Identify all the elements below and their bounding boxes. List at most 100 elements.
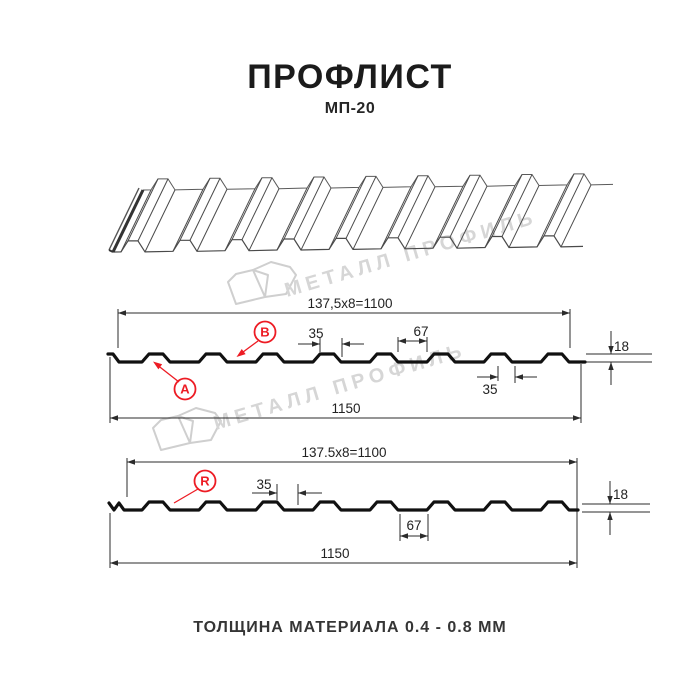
arrowhead xyxy=(607,512,613,520)
sheet-rib-edge xyxy=(144,189,176,253)
arrowhead xyxy=(236,349,246,357)
arrowhead xyxy=(569,560,577,566)
arrowhead xyxy=(110,560,118,566)
sheet-rib-edge xyxy=(352,187,384,250)
height-dim-label: 18 xyxy=(613,487,628,502)
sheet-rib-edge xyxy=(449,174,481,238)
arrowhead xyxy=(312,341,320,347)
sheet-rib-edge xyxy=(387,175,419,239)
sheet-rib-edge xyxy=(283,176,315,240)
arrowhead xyxy=(607,496,613,504)
sheet-rib-edge xyxy=(335,176,367,239)
width-dim-label: 1150 xyxy=(320,546,349,561)
watermark-top: МЕТАЛЛ ПРОФИЛЬ xyxy=(227,206,540,305)
dimension-lines xyxy=(109,309,652,423)
metall-profil-logo xyxy=(227,269,269,305)
callout-circle xyxy=(193,469,217,493)
sheet-back-edge xyxy=(142,173,614,191)
profile-section-1: 137,5x8=1100 1150 35 67 18 35 A B xyxy=(106,296,652,423)
sheet-rib-edge xyxy=(536,184,568,248)
sheet-rib-edge xyxy=(189,178,221,241)
profile-outline xyxy=(106,352,587,364)
width-dim-label: 1150 xyxy=(331,401,360,416)
sheet-left-edge xyxy=(108,249,114,253)
sheet-rib-edge xyxy=(224,188,256,251)
rib-bottom-dim-label: 35 xyxy=(482,382,497,397)
sheet-rib-edge xyxy=(491,174,523,237)
arrowhead xyxy=(342,341,350,347)
arrowhead xyxy=(569,459,577,465)
sheet-rib-edge xyxy=(179,178,211,241)
sheet-left-edge xyxy=(111,189,145,253)
callout-letter: A xyxy=(180,382,190,397)
sheet-rib-edge xyxy=(241,177,273,240)
arrowhead xyxy=(118,310,126,316)
profile-section-2: 137.5x8=1100 1150 35 67 18 R xyxy=(107,445,650,568)
arrowhead xyxy=(110,415,118,421)
sheet-rib-edge xyxy=(501,174,533,237)
callout-circle xyxy=(173,377,197,401)
sheet-rib-edge xyxy=(484,185,516,248)
sheet-rib-edge xyxy=(248,188,280,251)
sheet-rib-edge xyxy=(137,178,169,242)
arrowhead xyxy=(269,490,277,496)
length-dim-label: 137,5x8=1100 xyxy=(308,296,393,311)
watermark-middle: МЕТАЛЛ ПРОФИЛЬ xyxy=(152,339,469,451)
sheet-3d-view xyxy=(108,173,614,253)
sheet-rib-edge xyxy=(120,189,152,253)
arrowhead xyxy=(127,459,135,465)
arrowhead xyxy=(153,361,163,370)
sheet-rib-edge xyxy=(172,189,204,252)
callout-a: A xyxy=(153,361,197,401)
arrowhead xyxy=(298,490,306,496)
metall-profil-logo xyxy=(152,415,194,451)
arrowhead xyxy=(515,374,523,380)
pan-dim-label: 67 xyxy=(413,324,428,339)
arrowhead xyxy=(608,346,614,354)
page-title: ПРОФЛИСТ xyxy=(247,58,453,96)
rib-top-dim-label: 35 xyxy=(256,477,271,492)
callout-b: B xyxy=(236,320,277,357)
arrowhead xyxy=(490,374,498,380)
sheet-rib-edge xyxy=(328,187,360,250)
sheet-rib-edge xyxy=(127,178,159,242)
sheet-front-edge xyxy=(112,235,584,253)
callout-circle xyxy=(253,320,277,344)
sheet-rib-edge xyxy=(380,186,412,250)
sheet-left-edge xyxy=(108,187,140,251)
arrowhead xyxy=(573,415,581,421)
sheet-rib-edge xyxy=(432,185,464,249)
arrowhead xyxy=(420,533,428,539)
arrowhead xyxy=(400,533,408,539)
arrowhead xyxy=(419,338,427,344)
watermark-text: МЕТАЛЛ ПРОФИЛЬ xyxy=(211,339,469,435)
height-dim-label: 18 xyxy=(614,339,629,354)
metall-profil-logo xyxy=(252,261,297,298)
sheet-rib-edge xyxy=(276,187,308,251)
sheet-rib-edge xyxy=(345,176,377,239)
sheet-rib-edge xyxy=(397,175,429,239)
sheet-rib-edge xyxy=(543,173,575,237)
sheet-rib-edge xyxy=(553,173,585,237)
sheet-rib-edge xyxy=(293,176,325,240)
callout-letter: B xyxy=(260,325,269,340)
sheet-rib-edge xyxy=(196,189,228,252)
callout-letter: R xyxy=(200,474,210,489)
sheet-rib-edge xyxy=(300,187,332,251)
arrowhead xyxy=(398,338,406,344)
sheet-rib-edge xyxy=(404,186,436,250)
rib-top-dim-label: 35 xyxy=(308,326,323,341)
sheet-rib-edge xyxy=(231,177,263,240)
watermark-text: МЕТАЛЛ ПРОФИЛЬ xyxy=(282,206,540,302)
arrowhead xyxy=(562,310,570,316)
material-thickness-note: ТОЛЩИНА МАТЕРИАЛА 0.4 - 0.8 ММ xyxy=(193,619,507,636)
arrowhead xyxy=(608,362,614,370)
sheet-rib-edge xyxy=(439,174,471,238)
profile-outline xyxy=(107,500,580,512)
metall-profil-logo xyxy=(177,407,222,444)
length-dim-label: 137.5x8=1100 xyxy=(302,445,387,460)
sheet-rib-edge xyxy=(560,184,592,248)
sheet-rib-edge xyxy=(508,185,540,248)
